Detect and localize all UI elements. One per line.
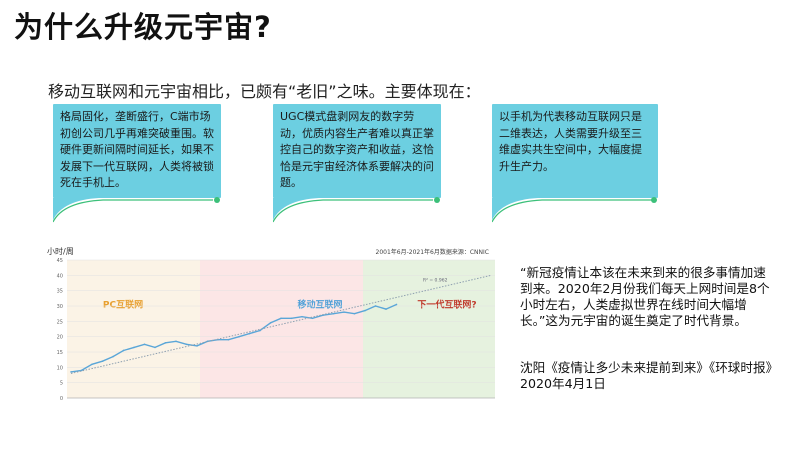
chart-point bbox=[374, 305, 377, 307]
chart-series-line bbox=[70, 303, 397, 373]
chart-point bbox=[154, 346, 156, 349]
chart-point bbox=[227, 338, 230, 341]
chart-point bbox=[301, 315, 303, 318]
chart-point bbox=[143, 343, 146, 346]
chart-point bbox=[364, 309, 366, 312]
chart-region bbox=[67, 260, 200, 398]
card-text: UGC模式盘剥网友的数字劳动，优质内容生产者难以真正掌控自己的数字资产和收益，这… bbox=[280, 110, 434, 189]
intro-text: 移动互联网和元宇宙相比，已颇有“老旧”之味。主要体现在： bbox=[48, 82, 481, 101]
chart-point bbox=[248, 332, 251, 335]
card-box bbox=[492, 104, 658, 198]
chart-point bbox=[311, 317, 314, 320]
quote-text: “新冠疫情让本该在未来到来的很多事情加速到来。2020年2月份我们每天上网时间是… bbox=[520, 265, 770, 328]
chart-point bbox=[280, 317, 282, 320]
chart-svg: PC互联网 移动互联网 下一代互联网? 0 5 10 15 20 25 30 35 40 45 小时/周 2… bbox=[47, 246, 495, 402]
chart-ytick-label: 45 bbox=[57, 258, 63, 264]
chart-point bbox=[91, 363, 93, 366]
chart-ytick-label: 25 bbox=[57, 319, 63, 325]
chart-region bbox=[200, 260, 363, 398]
chart-ytick-label: 10 bbox=[57, 365, 63, 371]
chart-point bbox=[196, 345, 198, 347]
chart-ytick-label: 0 bbox=[60, 396, 63, 402]
chart-point bbox=[122, 349, 125, 352]
chart-point bbox=[395, 303, 398, 306]
card-dot-icon bbox=[651, 197, 657, 203]
chart-point bbox=[269, 322, 272, 324]
card-text: 以手机为代表移动互联网只是二维表达，人类需要升级至三维虚实共生空间中，大幅度提升… bbox=[499, 110, 642, 173]
chart-point bbox=[259, 329, 261, 332]
chart-r2-label: R² = 0.962 bbox=[423, 277, 448, 283]
chart-point bbox=[332, 312, 335, 315]
quote-source: 沈阳《疫情让多少未来提前到来》《环球时报》2020年4月1日 bbox=[520, 360, 779, 391]
chart-ytick-label: 35 bbox=[57, 289, 63, 295]
chart-point bbox=[70, 371, 72, 373]
chart-point bbox=[101, 360, 104, 362]
chart-region-label: 移动互联网 bbox=[297, 299, 342, 311]
chart-ytick-label: 5 bbox=[60, 381, 63, 387]
card-wave-decoration bbox=[53, 197, 220, 223]
chart-ytick-label: 20 bbox=[57, 335, 63, 341]
chart-point bbox=[385, 308, 387, 310]
chart-point bbox=[238, 335, 240, 338]
card-wave-decoration bbox=[492, 197, 657, 223]
chart-point bbox=[343, 311, 345, 313]
card-dot-icon bbox=[434, 197, 440, 203]
chart-point bbox=[290, 317, 293, 320]
card-3: 以手机为代表移动互联网只是二维表达，人类需要升级至三维虚实共生空间中，大幅度提升… bbox=[492, 104, 658, 223]
chart-region-label: PC互联网 bbox=[103, 299, 143, 311]
card-text: 格局固化，垄断盛行，C端市场初创公司几乎再难突破重围。软硬件更新间隔时间延长，如… bbox=[60, 110, 214, 189]
chart-point bbox=[164, 342, 167, 344]
chart-source-note: 2001年6月-2021年6月数据来源：CNNIC bbox=[376, 248, 489, 256]
card-2: UGC模式盘剥网友的数字劳动，优质内容生产者难以真正掌控自己的数字资产和收益，这… bbox=[273, 104, 441, 223]
chart-ytick-label: 15 bbox=[57, 350, 63, 356]
slide-title: 为什么升级元宇宙? bbox=[14, 10, 272, 44]
card-1: 格局固化，垄断盛行，C端市场初创公司几乎再难突破重围。软硬件更新间隔时间延长，如… bbox=[53, 104, 221, 223]
card-box bbox=[53, 104, 221, 198]
card-box bbox=[273, 104, 441, 198]
chart-ytick-label: 40 bbox=[57, 273, 63, 279]
chart-ylabel: 小时/周 bbox=[47, 246, 74, 256]
card-wave-decoration bbox=[273, 197, 440, 223]
chart-point bbox=[206, 340, 209, 343]
chart-point bbox=[133, 346, 135, 349]
chart-ytick-label: 30 bbox=[57, 304, 63, 310]
chart-region-label: 下一代互联网? bbox=[417, 299, 476, 311]
chart-point bbox=[112, 355, 114, 358]
chart-point bbox=[175, 340, 177, 343]
chart-region bbox=[363, 260, 495, 398]
card-dot-icon bbox=[214, 197, 220, 203]
chart-point bbox=[185, 343, 188, 346]
chart-point bbox=[353, 312, 356, 315]
usage-chart: PC互联网 移动互联网 下一代互联网? 0 5 10 15 20 25 30 35 40 45 小时/周 2… bbox=[45, 240, 500, 415]
